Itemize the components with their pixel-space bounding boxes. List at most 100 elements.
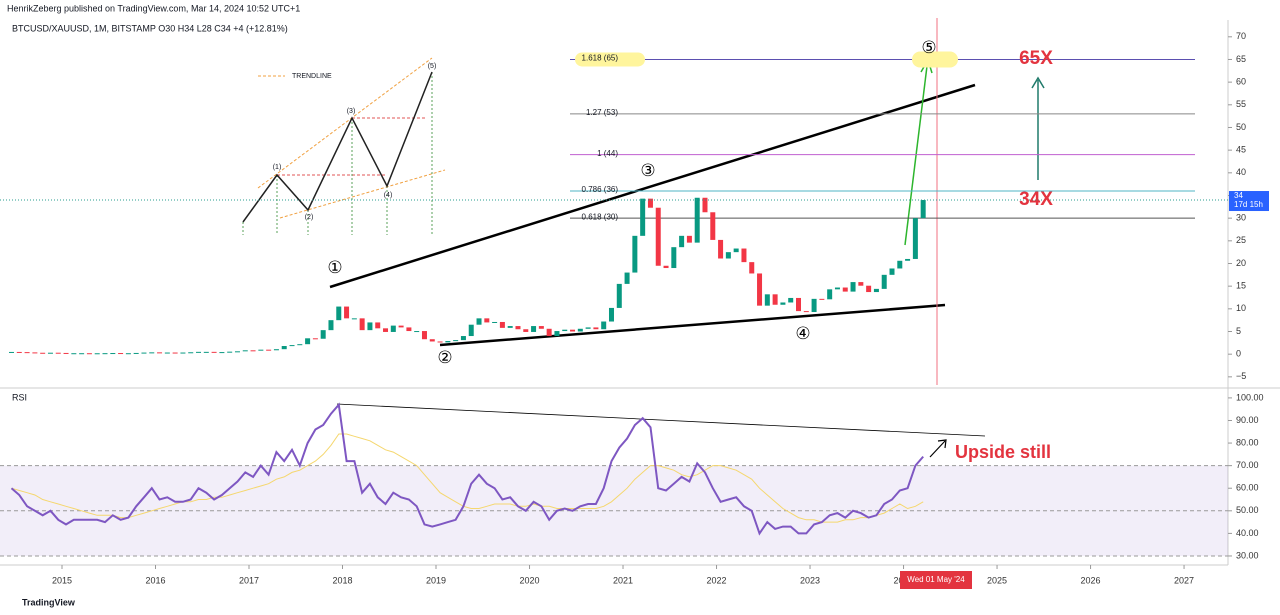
- candle: [110, 353, 116, 355]
- candle: [834, 287, 840, 290]
- footer: TradingView: [22, 597, 76, 607]
- x-tick-label: 2018: [332, 575, 352, 585]
- candle: [484, 318, 490, 323]
- rsi-tick-label: 70.00: [1236, 460, 1259, 470]
- candle: [531, 326, 537, 332]
- candle: [538, 326, 544, 329]
- candle: [258, 349, 264, 351]
- candle: [749, 262, 755, 274]
- rsi-tick-label: 40.00: [1236, 528, 1259, 538]
- candle: [889, 268, 895, 275]
- inset-label: (3): [347, 108, 356, 115]
- rsi-tick-label: 90.00: [1236, 415, 1259, 425]
- candle: [585, 327, 591, 329]
- candle: [842, 287, 848, 292]
- candle: [608, 307, 614, 322]
- x-tick-label: 2017: [239, 575, 259, 585]
- inset-label: (1): [273, 164, 282, 171]
- wave-path: [242, 71, 433, 223]
- candle: [546, 328, 552, 337]
- candle: [811, 298, 817, 313]
- y-tick-label: 30: [1236, 213, 1246, 223]
- candle: [359, 318, 365, 331]
- candle: [881, 274, 887, 289]
- candle: [414, 331, 420, 333]
- candle: [266, 349, 272, 351]
- candle: [149, 352, 155, 354]
- candle: [118, 353, 124, 355]
- candle: [897, 260, 903, 269]
- candle: [671, 247, 677, 269]
- candle: [515, 326, 521, 330]
- candle: [507, 326, 513, 328]
- candle: [273, 349, 279, 351]
- y-tick-label: 55: [1236, 99, 1246, 109]
- candle: [9, 351, 14, 353]
- candle: [351, 318, 357, 320]
- y-tick-label: 25: [1236, 235, 1246, 245]
- candle: [211, 351, 217, 353]
- candle: [795, 297, 801, 312]
- fib-label: 1 (44): [597, 149, 618, 158]
- candle: [819, 298, 825, 300]
- candle: [912, 218, 918, 259]
- candle: [445, 341, 451, 343]
- y-tick-label: 5: [1236, 326, 1241, 336]
- wave-label: ①: [327, 258, 342, 278]
- candle: [24, 352, 30, 354]
- candle: [383, 328, 389, 332]
- candle: [86, 353, 92, 355]
- upside-arrow: [929, 440, 946, 458]
- y-tick-label: 70: [1236, 31, 1246, 41]
- candle: [421, 331, 427, 340]
- projection-arrow: [904, 65, 928, 246]
- candle: [476, 318, 482, 325]
- candle: [733, 248, 739, 253]
- candle: [772, 294, 778, 305]
- y-tick-label: 0: [1236, 349, 1241, 359]
- candle: [718, 239, 724, 259]
- rsi-tick-label: 80.00: [1236, 437, 1259, 447]
- fib-label: 1.27 (53): [586, 108, 618, 117]
- candle: [873, 288, 879, 293]
- candle: [289, 345, 295, 347]
- candle: [601, 321, 607, 330]
- candle: [79, 353, 85, 355]
- y-tick-label: 45: [1236, 145, 1246, 155]
- trendline: [279, 169, 446, 219]
- price-tag: [1229, 191, 1269, 212]
- candle: [133, 352, 139, 354]
- x-tick-label: 2025: [987, 575, 1007, 585]
- candle: [281, 346, 287, 350]
- lower-trendline: [439, 303, 946, 347]
- candle: [375, 322, 381, 329]
- candle: [523, 329, 529, 332]
- candle: [562, 329, 568, 332]
- fib-highlight: [575, 52, 645, 67]
- price-tag-countdown: 17d 15h: [1234, 200, 1263, 209]
- candle: [40, 352, 46, 354]
- candle: [632, 235, 638, 273]
- annotation: 34X: [1019, 189, 1053, 210]
- candle: [305, 338, 311, 345]
- candle: [437, 341, 443, 343]
- candle: [686, 235, 692, 243]
- rsi-tick-label: 60.00: [1236, 483, 1259, 493]
- candle: [141, 352, 147, 354]
- inset-sketch: [242, 57, 446, 235]
- candle: [164, 352, 170, 354]
- price-tag-value: 34: [1234, 191, 1243, 200]
- target-highlight: [912, 51, 958, 68]
- candle: [250, 350, 256, 352]
- candle: [468, 324, 474, 337]
- y-tick-label: 40: [1236, 167, 1246, 177]
- candle: [827, 289, 833, 300]
- candle: [344, 306, 350, 319]
- candle: [71, 353, 77, 355]
- candle: [803, 311, 809, 313]
- rsi-title: RSI: [12, 392, 27, 402]
- candle: [492, 321, 498, 323]
- inset-label: (5): [428, 63, 437, 70]
- x-tick-label: 2023: [800, 575, 820, 585]
- candle: [647, 198, 653, 208]
